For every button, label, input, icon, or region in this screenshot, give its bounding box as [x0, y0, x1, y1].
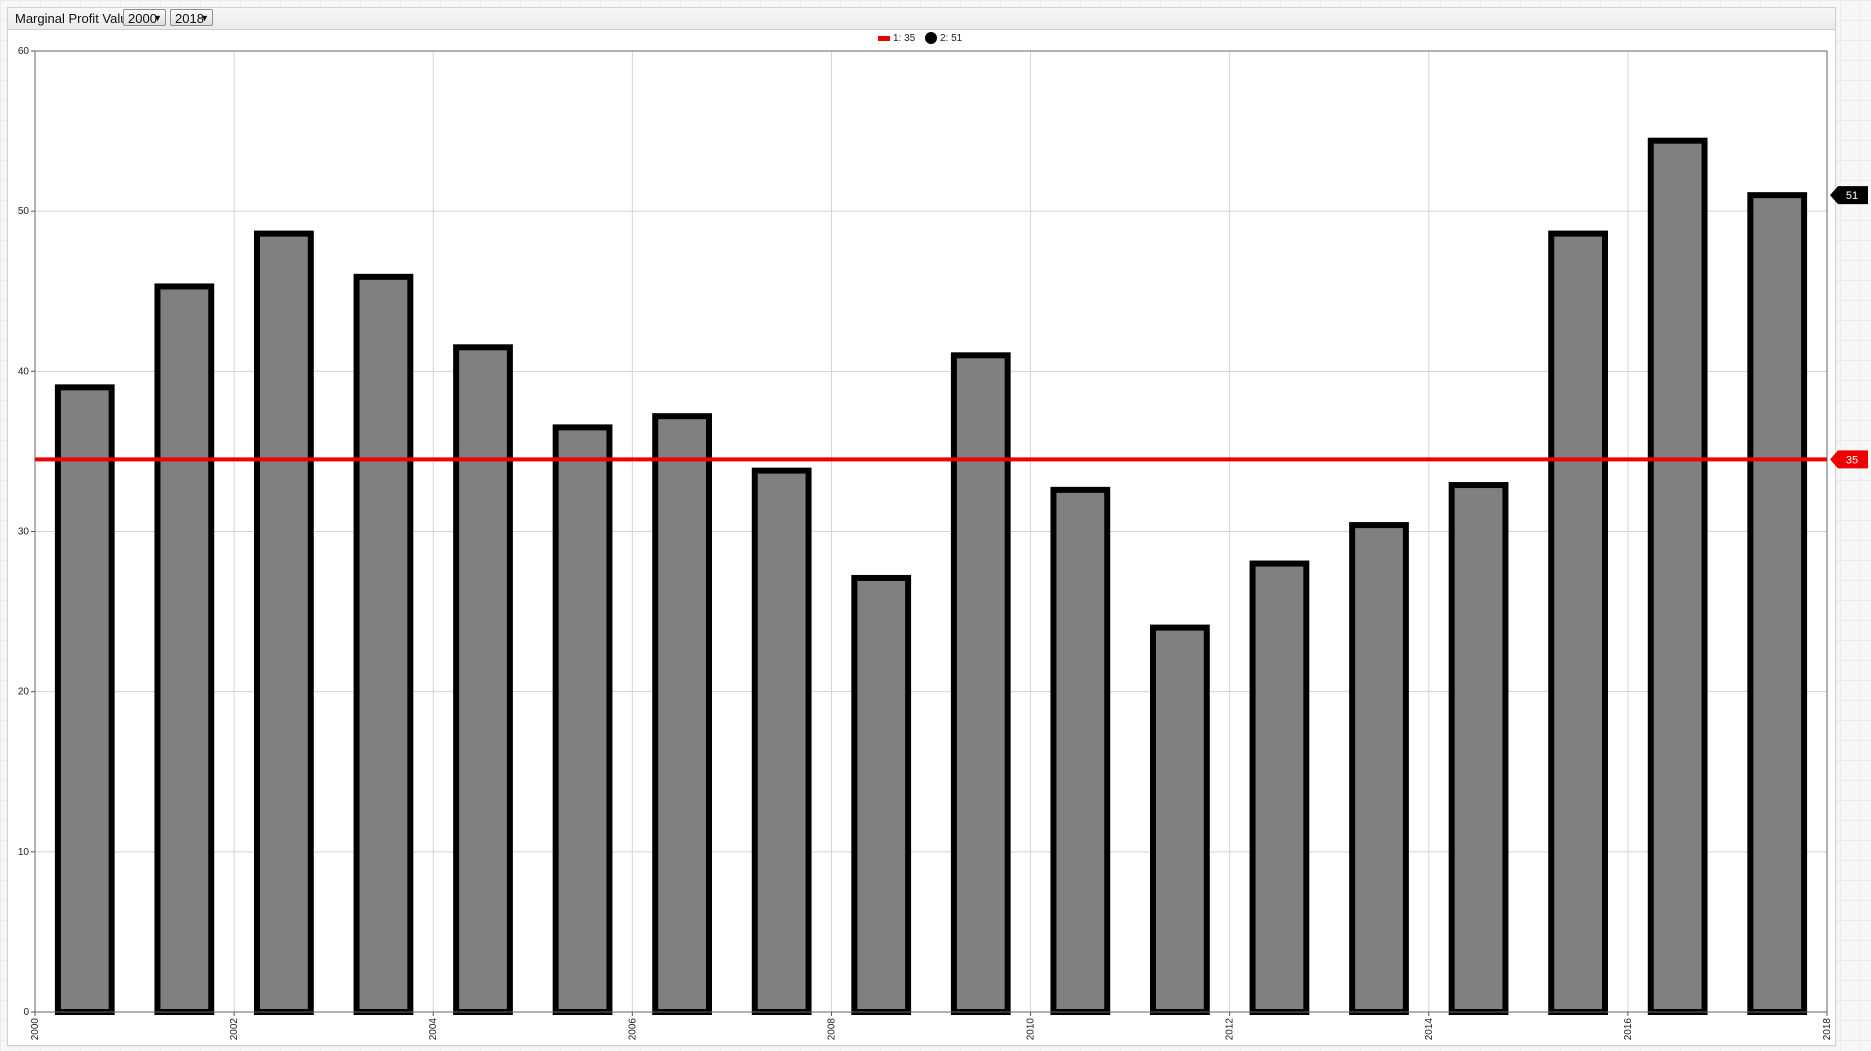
- bar[interactable]: [353, 273, 414, 1015]
- bar[interactable]: [1050, 486, 1111, 1015]
- end-year-dropdown-arrow-icon: ▼: [200, 13, 209, 23]
- bar[interactable]: [751, 467, 812, 1015]
- y-tick-label: 20: [18, 687, 30, 698]
- widget-title: Marginal Profit Value: [15, 11, 135, 26]
- legend-swatch-series: [925, 32, 937, 44]
- bar[interactable]: [1249, 560, 1310, 1015]
- bar[interactable]: [851, 574, 912, 1015]
- y-tick-label: 50: [18, 206, 30, 217]
- end-year-value: 2018: [175, 11, 204, 26]
- chart-grid: [34, 50, 1828, 1013]
- reference-value-tag: [1830, 450, 1868, 469]
- y-tick-label: 30: [18, 527, 30, 538]
- legend-label-reference: 1: 35: [893, 33, 916, 44]
- chart-legend: 1: 35 2: 51: [878, 32, 963, 44]
- y-tick-label: 60: [18, 46, 30, 57]
- start-year-dropdown-arrow-icon: ▼: [153, 13, 162, 23]
- bar[interactable]: [1448, 482, 1509, 1015]
- end-year-select[interactable]: 2018 ▼: [170, 9, 213, 26]
- series-last-value-tag-label: 51: [1846, 190, 1858, 202]
- plot-border: [34, 50, 1828, 1013]
- x-tick-label: 2012: [1225, 1018, 1236, 1041]
- bar[interactable]: [154, 283, 215, 1015]
- legend-swatch-reference: [878, 36, 890, 41]
- x-tick-label: 2002: [229, 1018, 240, 1041]
- y-tick-label: 10: [18, 847, 30, 858]
- start-year-value: 2000: [128, 11, 157, 26]
- x-tick-label: 2014: [1424, 1018, 1435, 1041]
- x-tick-label: 2008: [826, 1018, 837, 1041]
- bar[interactable]: [950, 352, 1011, 1016]
- start-year-select[interactable]: 2000 ▼: [123, 9, 166, 26]
- chart-value-labels: 51 35: [1830, 186, 1868, 469]
- widget-toolbar: Marginal Profit Value 2000 ▼ 2018 ▼: [8, 8, 1835, 30]
- bar[interactable]: [1349, 522, 1409, 1015]
- series-last-value-tag: [1830, 186, 1868, 205]
- x-tick-label: 2018: [1822, 1018, 1833, 1041]
- y-tick-label: 40: [18, 366, 30, 377]
- legend-label-series: 2: 51: [940, 33, 963, 44]
- y-tick-label: 0: [23, 1007, 29, 1018]
- bar[interactable]: [453, 344, 513, 1015]
- x-tick-label: 2000: [30, 1018, 41, 1041]
- x-tick-label: 2004: [428, 1018, 439, 1041]
- x-tick-label: 2006: [627, 1018, 638, 1041]
- chart-axes: 0 10 20 30 40 50 60 2000 2002 2004 2006 2008 2010 201…: [18, 46, 1833, 1040]
- bar[interactable]: [652, 413, 712, 1015]
- reference-value-tag-label: 35: [1846, 454, 1858, 466]
- bar-series: [54, 137, 1808, 1016]
- bar[interactable]: [1747, 192, 1808, 1015]
- bar[interactable]: [54, 384, 115, 1016]
- bar[interactable]: [254, 230, 314, 1015]
- bar[interactable]: [1647, 137, 1708, 1015]
- bar[interactable]: [1548, 230, 1608, 1015]
- bar[interactable]: [1150, 624, 1210, 1015]
- bar[interactable]: [552, 424, 613, 1015]
- x-tick-label: 2016: [1623, 1018, 1634, 1041]
- x-tick-label: 2010: [1026, 1018, 1037, 1041]
